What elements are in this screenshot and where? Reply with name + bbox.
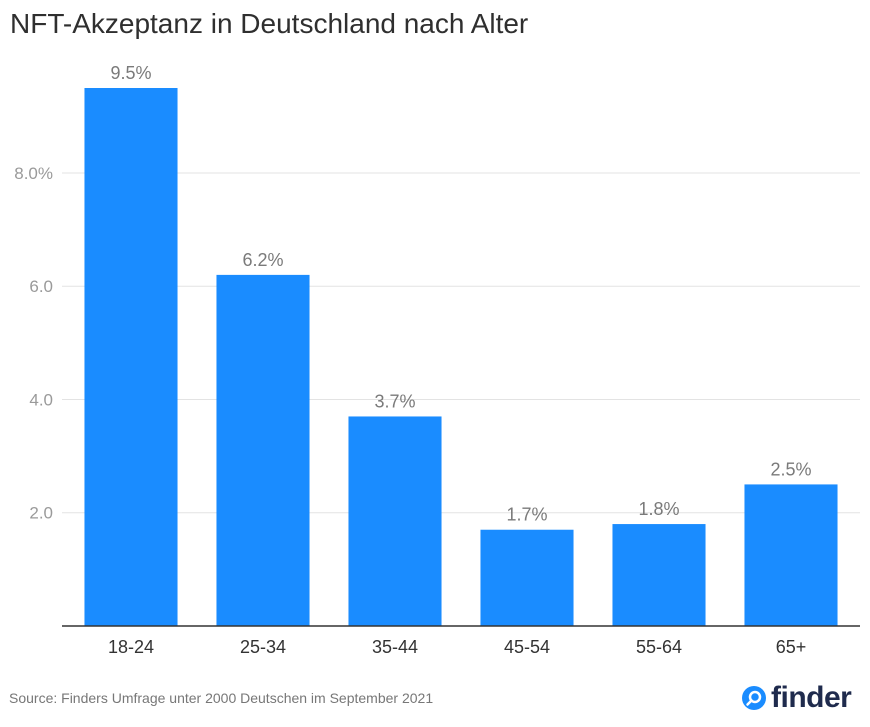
- x-tick-label: 35-44: [372, 637, 418, 657]
- grid-layer: [62, 172, 860, 514]
- finder-logo-text: finder: [771, 681, 852, 714]
- bar-value-label: 9.5%: [110, 63, 151, 83]
- bar-value-label: 3.7%: [374, 391, 415, 411]
- bar-45-54: [480, 529, 574, 626]
- bar-value-label: 1.7%: [506, 505, 547, 525]
- bar-value-label: 2.5%: [770, 459, 811, 479]
- bar-value-label: 6.2%: [242, 250, 283, 270]
- bar-18-24: [84, 88, 178, 626]
- chart-title: NFT-Akzeptanz in Deutschland nach Alter: [10, 8, 529, 39]
- bar-25-34: [216, 274, 310, 626]
- bar-layer: [84, 88, 838, 626]
- bar-55-64: [612, 524, 706, 626]
- bar-65+: [744, 484, 838, 626]
- x-tick-label: 18-24: [108, 637, 154, 657]
- label-layer: 2.0 4.0 6.0 8.0% 9.5% 18-24 6.2% 25-34 3.7% 35-44…: [14, 63, 811, 657]
- finder-logo-icon: [742, 686, 766, 710]
- bar-35-44: [348, 416, 442, 626]
- y-tick-label: 4.0: [29, 390, 53, 409]
- finder-logo: finder: [741, 681, 852, 715]
- y-tick-label: 6.0: [29, 277, 53, 296]
- x-tick-label: 55-64: [636, 637, 682, 657]
- bar-value-label: 1.8%: [638, 499, 679, 519]
- x-tick-label: 65+: [776, 637, 807, 657]
- x-tick-label: 25-34: [240, 637, 286, 657]
- y-tick-label: 2.0: [29, 504, 53, 523]
- source-note: Source: Finders Umfrage unter 2000 Deuts…: [9, 690, 434, 706]
- y-tick-label: 8.0%: [14, 164, 53, 183]
- x-tick-label: 45-54: [504, 637, 550, 657]
